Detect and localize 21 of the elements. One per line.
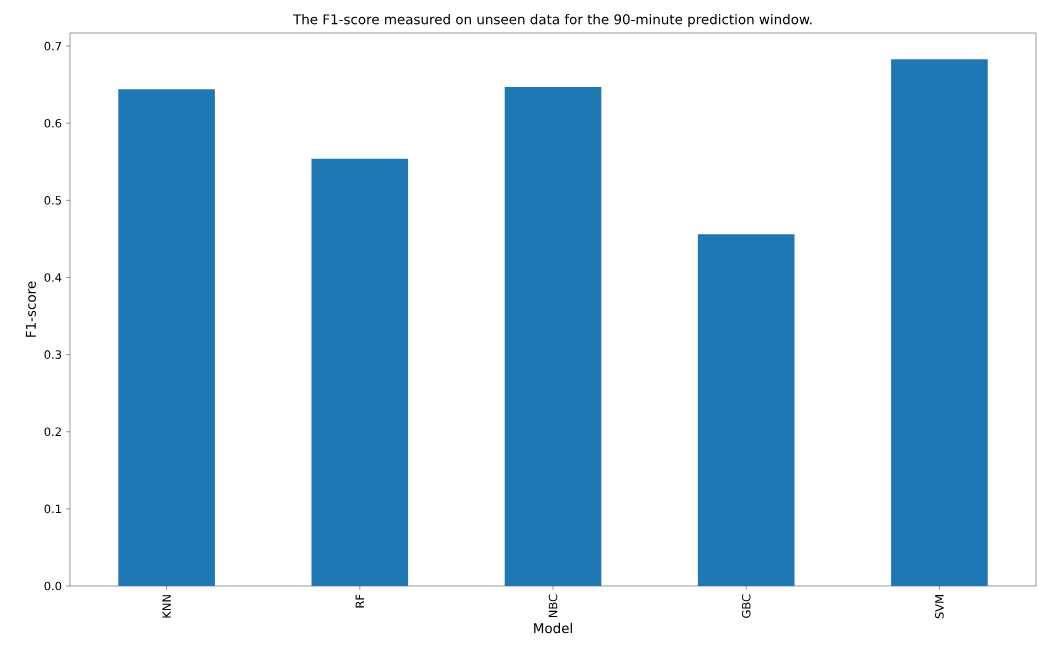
y-tick-label: 0.1 bbox=[44, 504, 61, 514]
bar bbox=[504, 86, 602, 586]
y-tick-label: 0.4 bbox=[44, 273, 62, 282]
y-tick-label: 0.0 bbox=[44, 581, 62, 591]
x-tick-label: RF bbox=[355, 594, 364, 608]
y-axis-title: F1-score bbox=[25, 281, 36, 337]
x-tick-label: NBC bbox=[548, 594, 558, 618]
y-tick-label: 0.3 bbox=[44, 350, 62, 359]
bar bbox=[118, 89, 215, 586]
y-tick-label: 0.5 bbox=[44, 196, 61, 205]
y-tick-label: 0.7 bbox=[44, 41, 62, 51]
bar bbox=[697, 234, 795, 586]
y-tick-label: 0.2 bbox=[44, 427, 61, 437]
x-axis-title: Model bbox=[534, 622, 572, 634]
x-tick-label: KNN bbox=[162, 595, 171, 618]
x-tick-label: GBC bbox=[741, 594, 751, 618]
bar bbox=[311, 158, 409, 586]
x-tick-label: SVM bbox=[935, 595, 944, 619]
y-tick-label: 0.6 bbox=[44, 118, 62, 128]
bar bbox=[891, 59, 988, 586]
chart-title: The F1-score measured on unseen data for the 90-minute prediction window. bbox=[293, 13, 812, 27]
